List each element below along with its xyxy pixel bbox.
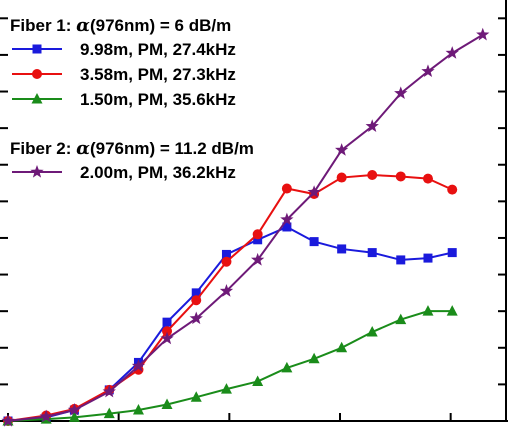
legend-label-3: 2.00m, PM, 36.2kHz (80, 163, 236, 182)
series-2-point-9 (281, 361, 293, 373)
series-3-point-16 (476, 27, 490, 41)
legend-heading-1: Fiber 2: α(976nm) = 11.2 dB/m (10, 138, 254, 159)
series-1-point-9 (281, 183, 292, 194)
legend-entry-0: 9.98m, PM, 27.4kHz (12, 40, 236, 59)
series-3-point-3 (102, 384, 116, 398)
series-2-point-2 (68, 411, 80, 422)
series-0-point-15 (447, 248, 457, 258)
series-1-point-7 (221, 256, 232, 267)
series-3-point-4 (131, 359, 146, 372)
series-3-point-2 (67, 403, 82, 416)
series-0-point-13 (396, 255, 406, 265)
series-3-point-13 (394, 86, 408, 100)
series-2-point-3 (103, 407, 115, 419)
series-0-point-14 (423, 253, 433, 263)
series-3-point-9 (280, 212, 294, 226)
series-2-point-15 (446, 305, 458, 316)
series-1-point-12 (367, 169, 378, 180)
series-line-2 (7, 310, 453, 422)
series-1-point-8 (252, 229, 263, 240)
series-3-point-7 (219, 284, 234, 297)
series-layer (1, 27, 490, 427)
series-0-point-9 (282, 222, 292, 232)
series-2-point-6 (190, 391, 202, 402)
series-0-point-10 (309, 237, 319, 247)
series-1-point-14 (422, 173, 433, 184)
series-3-point-0 (1, 414, 15, 427)
series-1-point-13 (395, 171, 406, 182)
series-0-point-7 (221, 249, 231, 259)
legend-entry-2: 1.50m, PM, 35.6kHz (12, 90, 236, 109)
legend: Fiber 1: α(976nm) = 6 dB/m 9.98m, PM, 27.… (10, 15, 254, 182)
series-3-point-12 (365, 119, 379, 132)
series-3-point-5 (160, 331, 174, 345)
legend-marker-0 (32, 44, 42, 54)
legend-marker-1 (32, 69, 42, 79)
legend-label-2: 1.50m, PM, 35.6kHz (80, 90, 236, 109)
legend-marker-2 (31, 93, 43, 104)
series-2-point-8 (252, 375, 264, 386)
series-1-point-5 (162, 326, 173, 337)
series-3 (1, 27, 490, 427)
series-0-point-11 (337, 244, 347, 254)
series-3-point-6 (189, 311, 203, 325)
series-2-point-4 (132, 404, 144, 415)
series-3-point-15 (445, 46, 459, 59)
series-2-point-13 (395, 313, 407, 325)
series-3-point-10 (307, 185, 321, 198)
series-2-point-12 (366, 326, 378, 337)
series-2-point-11 (336, 341, 348, 353)
series-1-point-11 (336, 172, 347, 183)
series-2-point-5 (161, 398, 173, 410)
series-line-1 (7, 173, 453, 422)
legend-entry-1: 3.58m, PM, 27.3kHz (12, 65, 236, 84)
series-0-point-12 (367, 248, 377, 258)
series-2-point-7 (220, 383, 232, 394)
legend-label-0: 9.98m, PM, 27.4kHz (80, 40, 236, 59)
legend-heading-0: Fiber 1: α(976nm) = 6 dB/m (10, 15, 231, 36)
axis-ticks (0, 17, 506, 421)
series-3-point-11 (335, 143, 349, 156)
legend-marker-3 (30, 165, 44, 178)
series-1-point-15 (447, 184, 458, 195)
series-0-point-8 (253, 235, 263, 245)
series-0-point-6 (191, 288, 201, 298)
legend-label-1: 3.58m, PM, 27.3kHz (80, 65, 236, 84)
series-3-point-1 (39, 409, 53, 423)
series-3-point-14 (421, 64, 435, 78)
series-2-point-14 (422, 305, 434, 316)
series-0-point-5 (162, 317, 172, 327)
series-3-point-8 (251, 252, 265, 266)
series-1-point-6 (191, 295, 202, 306)
series-2-point-10 (308, 352, 320, 364)
legend-entry-3: 2.00m, PM, 36.2kHz (12, 163, 236, 182)
